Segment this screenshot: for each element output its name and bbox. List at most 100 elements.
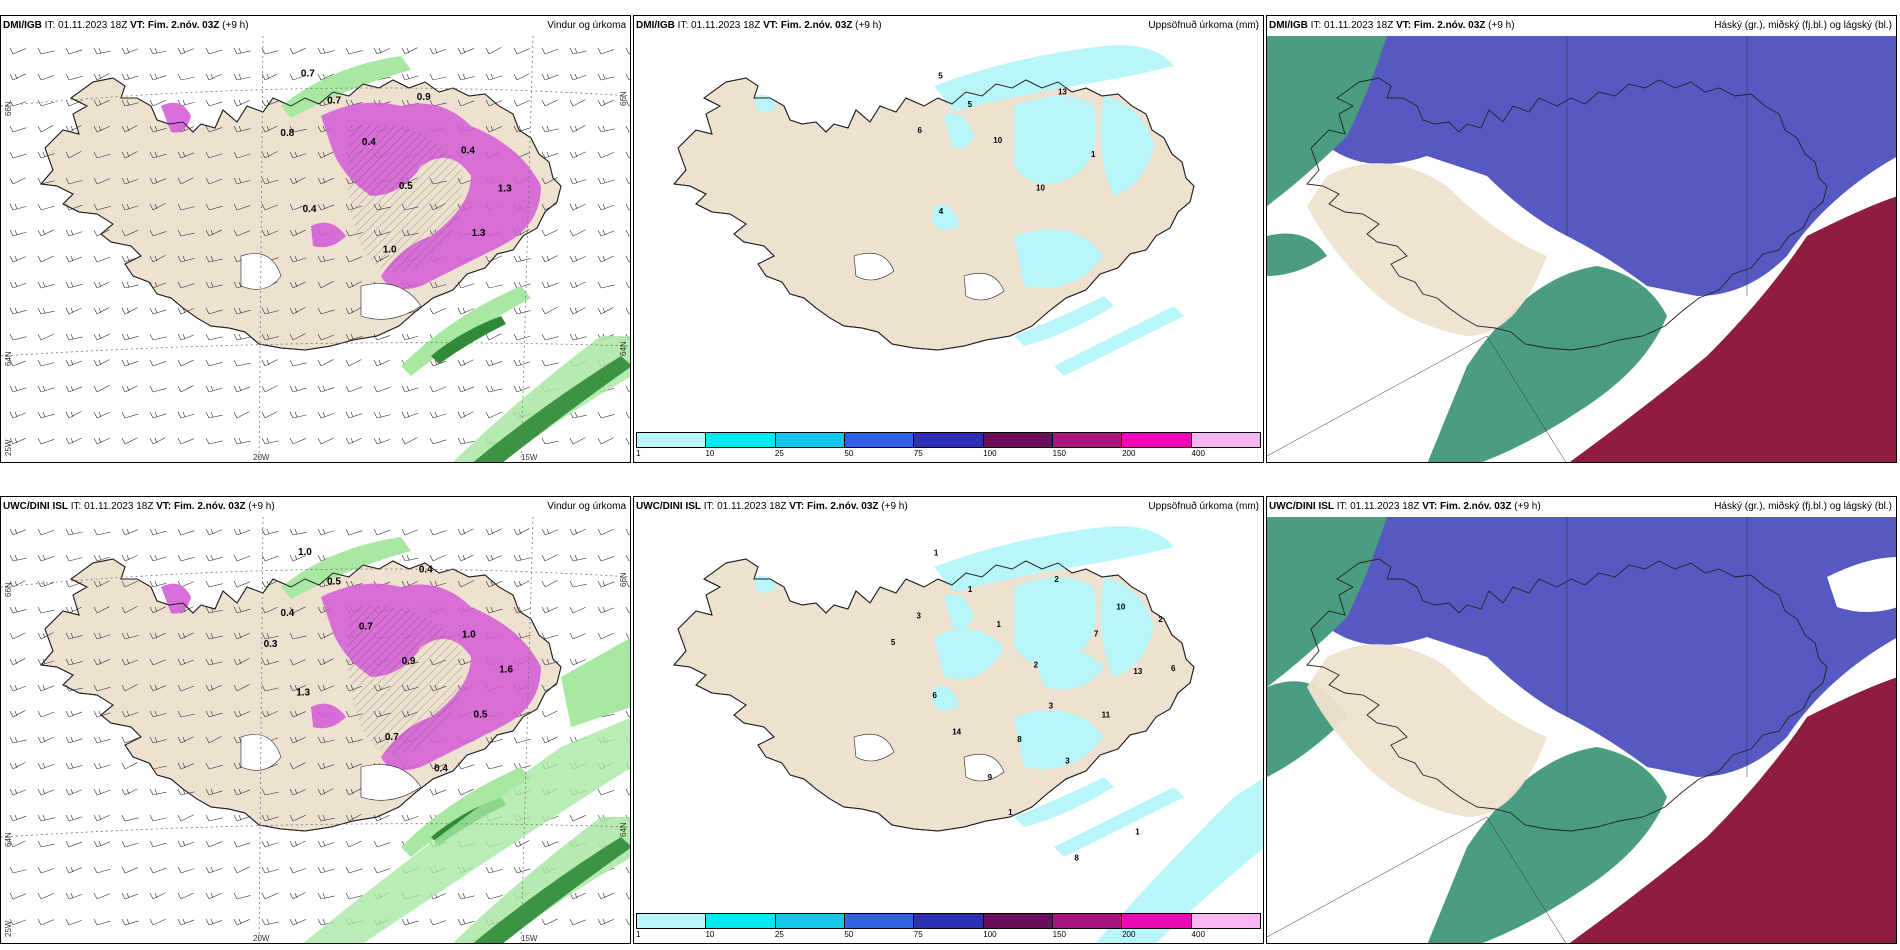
contour-label: 0.5: [399, 181, 413, 192]
contour-label: 3: [917, 612, 922, 621]
init-time: IT: 01.11.2023 18Z: [1336, 501, 1420, 512]
panel-title: DMI/IGB IT: 01.11.2023 18Z VT: Fim. 2.nó…: [636, 16, 882, 36]
contour-label: 1: [934, 549, 939, 558]
product-title: Háský (gr.), miðský (fj.bl.) og lágský (…: [1714, 20, 1892, 31]
model-name: DMI/IGB: [636, 20, 675, 31]
contour-label: 3: [1049, 702, 1054, 711]
precip-overlay: [161, 56, 630, 462]
accum-precip-overlay: [754, 526, 1263, 943]
valid-time-label: VT:: [1422, 501, 1438, 512]
graticule-label: 66N: [4, 101, 13, 116]
panel-uwc-wind: UWC/DINI ISL IT: 01.11.2023 18Z VT: Fim.…: [0, 496, 631, 944]
colorbar-swatches: [636, 913, 1261, 929]
product-title: Uppsöfnuð úrkoma (mm): [1148, 501, 1259, 512]
colorbar-swatch: [1052, 914, 1123, 928]
colorbar-label: 50: [844, 449, 854, 458]
panel-header: DMI/IGB IT: 01.11.2023 18Z VT: Fim. 2.nó…: [634, 16, 1263, 36]
contour-label: 0.5: [327, 576, 341, 587]
graticule: [1, 36, 630, 462]
init-time: IT: 01.11.2023 18Z: [677, 20, 761, 31]
contour-label: 2: [1054, 575, 1059, 584]
colorbar-label: 150: [1052, 449, 1067, 458]
cloud-overlay: [1267, 517, 1896, 943]
panel-header: UWC/DINI ISL IT: 01.11.2023 18Z VT: Fim.…: [1, 497, 630, 517]
colorbar-label: 200: [1122, 449, 1136, 458]
valid-time: Fim. 2.nóv. 03Z: [807, 501, 879, 512]
colorbar-label: 1: [636, 449, 641, 458]
map-area: [1267, 36, 1896, 462]
contour-label: 1.3: [498, 184, 512, 195]
colorbar-swatch: [914, 914, 984, 928]
contour-label: 0.9: [402, 656, 416, 667]
contour-label: 1.3: [296, 688, 310, 699]
colorbar-label: 50: [844, 930, 854, 939]
contour-label: 1: [968, 585, 973, 594]
colorbar-swatch: [983, 433, 1053, 447]
valid-time: Fim. 2.nóv. 03Z: [780, 20, 853, 31]
panel-dmi-cloud: DMI/IGB IT: 01.11.2023 18Z VT: Fim. 2.nó…: [1266, 15, 1897, 463]
graticule-label: 66N: [619, 91, 628, 106]
contour-label: 0.4: [280, 608, 294, 619]
contour-label: 8: [1017, 735, 1022, 744]
model-name: UWC/DINI ISL: [3, 501, 68, 512]
lead-time: (+9 h): [881, 501, 908, 512]
contour-label: 1: [997, 620, 1002, 629]
model-name: DMI/IGB: [3, 20, 42, 31]
valid-time-label: VT:: [156, 501, 172, 512]
contour-label: 0.8: [280, 128, 294, 139]
graticule-label: 66N: [619, 572, 628, 587]
lead-time: (+9 h): [248, 501, 275, 512]
lead-time: (+9 h): [1488, 20, 1515, 31]
precip-overlay: [161, 537, 630, 943]
colorbar-label: 75: [913, 930, 923, 939]
product-title: Vindur og úrkoma: [547, 501, 626, 512]
contour-label: 10: [1036, 184, 1045, 193]
contour-label: 1: [1008, 808, 1013, 817]
map-area: 1.0 0.5 0.4 0.4 0.7 0.9 1.3 1.0 0.7 0.5 1.6 0.3 0.4 6…: [1, 517, 630, 943]
colorbar-swatch: [1122, 433, 1192, 447]
contour-label: 0.7: [327, 95, 341, 106]
colorbar-swatches: [636, 432, 1261, 448]
map-area: 1 1 3 2 1 2 6 7 8 11 13 5 3 2 9 10 14 6 3 1 8 1: [634, 517, 1263, 943]
contour-label: 2: [1034, 661, 1039, 670]
contour-label: 10: [993, 136, 1002, 145]
graticule-label: 20W: [253, 934, 270, 943]
colorbar-label: 10: [705, 930, 715, 939]
contour-label: 6: [1171, 664, 1176, 673]
valid-time-label: VT:: [763, 20, 779, 31]
colorbar-label: 75: [913, 449, 923, 458]
init-time: IT: 01.11.2023 18Z: [44, 20, 128, 31]
contour-label: 6: [932, 691, 937, 700]
contour-label: 14: [952, 728, 961, 737]
colorbar-label: 25: [774, 930, 784, 939]
contour-label: 0.7: [385, 732, 399, 743]
lead-time: (+9 h): [222, 20, 249, 31]
panel-uwc-cloud: UWC/DINI ISL IT: 01.11.2023 18Z VT: Fim.…: [1266, 496, 1897, 944]
contour-label: 0.7: [301, 69, 315, 80]
graticule-label: 66N: [4, 582, 13, 597]
panel-title: UWC/DINI ISL IT: 01.11.2023 18Z VT: Fim.…: [1269, 497, 1541, 517]
model-name: UWC/DINI ISL: [636, 501, 701, 512]
map-svg: [1267, 36, 1896, 462]
panel-title: UWC/DINI ISL IT: 01.11.2023 18Z VT: Fim.…: [636, 497, 908, 517]
model-name: UWC/DINI ISL: [1269, 501, 1334, 512]
colorbar-label: 400: [1191, 449, 1205, 458]
graticule-label: 25W: [4, 439, 13, 456]
colorbar-label: 1: [636, 930, 641, 939]
panel-title: DMI/IGB IT: 01.11.2023 18Z VT: Fim. 2.nó…: [3, 16, 249, 36]
graticule-label: 20W: [253, 453, 270, 462]
lead-time: (+9 h): [1514, 501, 1541, 512]
colorbar-swatch: [983, 914, 1053, 928]
colorbar-swatch: [1052, 433, 1123, 447]
colorbar-label: 10: [705, 449, 715, 458]
graticule-label: 64N: [619, 341, 628, 356]
panel-dmi-precip: DMI/IGB IT: 01.11.2023 18Z VT: Fim. 2.nó…: [633, 15, 1264, 463]
init-time: IT: 01.11.2023 18Z: [70, 501, 154, 512]
contour-label: 11: [1102, 711, 1111, 720]
map-svg: 0.7 0.7 0.8 0.9 0.4 0.5 0.4 0.4 1.0 1.3 1.3 66N 64N 6…: [1, 36, 630, 462]
contour-label: 0.7: [359, 621, 373, 632]
colorbar-swatch: [1122, 914, 1192, 928]
contour-label: 1: [1091, 150, 1096, 159]
valid-time-label: VT:: [1396, 20, 1412, 31]
